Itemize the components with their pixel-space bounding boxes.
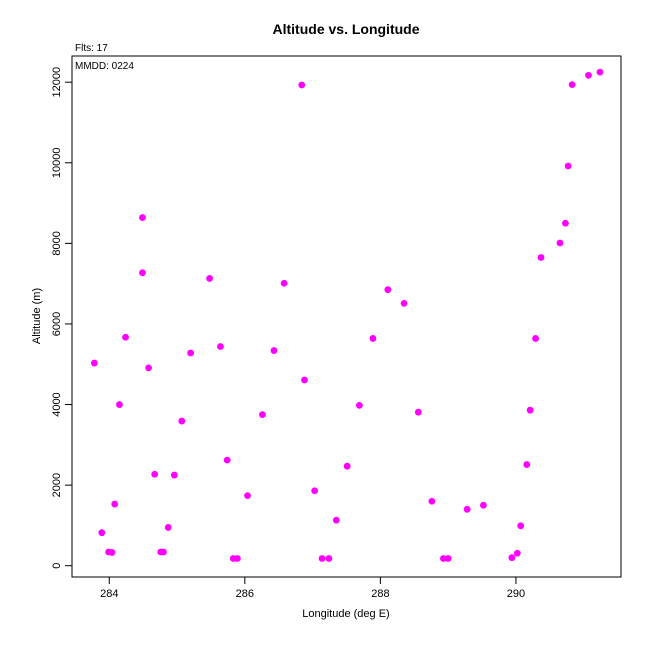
- x-axis-label: Longitude (deg E): [302, 608, 389, 620]
- data-point: [444, 555, 452, 562]
- data-point: [585, 71, 592, 79]
- data-point: [139, 214, 146, 221]
- data-point: [384, 286, 392, 294]
- chart-title: Altitude vs. Longitude: [273, 21, 420, 37]
- annotation-flights: Flts: 17: [75, 43, 108, 54]
- data-point: [270, 347, 278, 354]
- y-tick-label: 6000: [51, 312, 63, 336]
- data-point: [217, 343, 224, 350]
- data-point: [463, 505, 471, 513]
- data-point: [355, 401, 363, 409]
- data-point: [178, 417, 186, 425]
- annotation-mmdd: MMDD: 0224: [75, 61, 134, 72]
- data-point: [111, 500, 119, 508]
- data-point: [90, 359, 98, 367]
- data-point: [523, 461, 531, 468]
- data-point: [160, 548, 167, 556]
- data-point: [301, 376, 308, 384]
- y-tick-label: 12000: [51, 67, 63, 98]
- data-point: [513, 549, 521, 557]
- data-point: [244, 492, 251, 500]
- y-axis-label: Altitude (m): [31, 288, 43, 344]
- data-point: [414, 408, 422, 416]
- x-tick-label: 288: [371, 588, 389, 600]
- data-point: [556, 239, 564, 247]
- data-point: [206, 275, 213, 282]
- data-point: [526, 406, 534, 414]
- data-point: [122, 333, 129, 341]
- y-axis: 0 2000 4000 6000 8000 10000 12000: [51, 67, 72, 569]
- data-point: [568, 81, 576, 89]
- data-point: [596, 68, 604, 76]
- data-point: [343, 462, 351, 470]
- data-points: [90, 68, 604, 562]
- data-point: [280, 279, 288, 287]
- data-point: [187, 349, 195, 357]
- y-tick-label: 0: [51, 563, 63, 569]
- data-point: [145, 364, 152, 372]
- data-point: [139, 269, 146, 277]
- data-point: [318, 555, 326, 562]
- data-point: [428, 497, 436, 505]
- data-point: [562, 219, 569, 227]
- data-point: [298, 81, 306, 89]
- x-tick-label: 286: [236, 588, 254, 600]
- data-point: [151, 470, 159, 478]
- data-point: [116, 401, 123, 408]
- data-point: [440, 555, 447, 562]
- data-point: [311, 487, 319, 495]
- x-tick-label: 284: [100, 588, 118, 600]
- y-tick-label: 8000: [51, 231, 63, 255]
- y-tick-label: 2000: [51, 473, 63, 497]
- data-point: [369, 335, 377, 342]
- data-point: [223, 456, 231, 464]
- y-tick-label: 4000: [51, 392, 63, 416]
- x-axis: 284 286 288 290: [100, 577, 525, 600]
- data-point: [480, 501, 487, 509]
- data-point: [108, 549, 116, 556]
- data-point: [517, 522, 525, 530]
- plot-frame: [71, 55, 622, 578]
- data-point: [325, 555, 333, 562]
- data-point: [400, 300, 408, 307]
- data-point: [332, 516, 340, 524]
- data-point: [98, 529, 106, 537]
- data-point: [164, 524, 172, 531]
- data-point: [170, 471, 178, 479]
- x-tick-label: 290: [507, 588, 525, 600]
- data-point: [532, 335, 539, 342]
- data-point: [233, 555, 241, 562]
- data-point: [564, 162, 572, 170]
- data-point: [537, 254, 545, 261]
- data-point: [508, 554, 516, 562]
- data-point: [259, 411, 266, 419]
- y-tick-label: 10000: [51, 147, 63, 178]
